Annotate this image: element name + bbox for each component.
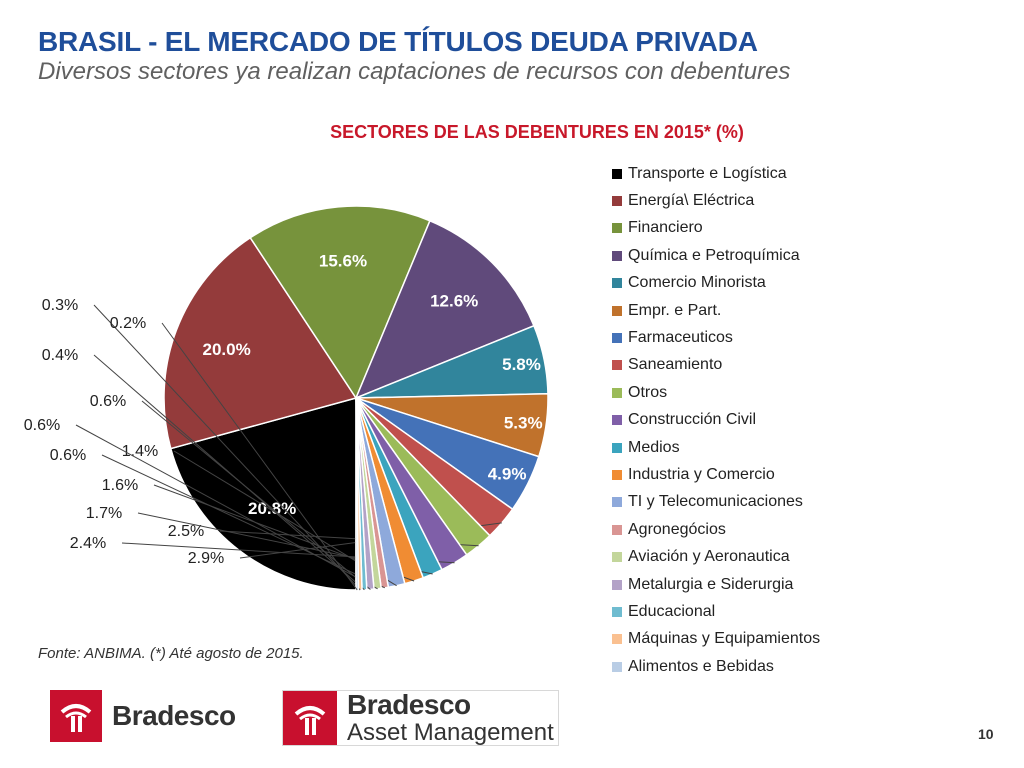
legend-label: Máquinas y Equipamientos [628,630,821,648]
legend-item: Energía\ Eléctrica [612,187,820,214]
legend-swatch [612,196,622,207]
pie-slice [163,236,358,450]
slice-data-label: 0.4% [42,347,78,364]
legend-item: Construcción Civil [612,407,820,434]
legend-item: Comercio Minorista [612,270,820,297]
slice-data-label: 1.6% [102,477,138,494]
legend-swatch [612,305,622,316]
pie-slice [249,205,431,400]
legend-label: Construcción Civil [628,411,757,429]
source-note: Fonte: ANBIMA. (*) Até agosto de 2015. [38,645,304,662]
legend-label: Otros [628,383,668,401]
legend-item: Saneamiento [612,352,820,379]
legend-item: Química e Petroquímica [612,242,820,269]
legend-swatch [612,387,622,398]
legend-item: Transporte e Logística [612,160,820,187]
bradesco-logo-text: Bradesco [112,700,236,731]
page-title: BRASIL - EL MERCADO DE TÍTULOS DEUDA PRI… [38,26,758,57]
legend-label: Empr. e Part. [628,301,722,319]
chart-title: SECTORES DE LAS DEBENTURES EN 2015* (%) [330,122,744,142]
legend-item: Máquinas y Equipamientos [612,626,820,653]
legend-label: TI y Telecomunicaciones [628,493,803,511]
bradesco-asset-management-logo: Bradesco Asset Management [282,690,559,746]
legend-swatch [612,579,622,590]
pie-slice [354,219,535,400]
legend-label: Saneamiento [628,356,723,374]
legend-swatch [612,415,622,426]
legend-item: Otros [612,379,820,406]
slice-leader-line [75,424,378,590]
slice-data-label: 0.6% [90,393,126,410]
legend-label: Educacional [628,602,716,620]
legend-swatch [612,278,622,289]
slice-leader-line [93,304,361,591]
page-number: 10 [978,726,994,742]
slice-data-label: 0.6% [50,447,86,464]
legend-swatch [612,360,622,371]
legend-swatch [612,168,622,179]
legend-swatch [612,661,622,672]
legend-swatch [612,250,622,261]
legend-swatch [612,634,622,645]
slice-leader-line [161,322,358,591]
legend-label: Energía\ Eléctrica [628,192,755,210]
legend-item: Metalurgia e Siderurgia [612,571,820,598]
legend-label: Farmaceuticos [628,329,733,347]
legend-label: Financiero [628,219,703,237]
legend-item: Farmaceuticos [612,324,820,351]
slice-data-label: 20.0% [202,340,250,359]
slice-data-label: 2.9% [188,550,224,567]
legend-item: TI y Telecomunicaciones [612,489,820,516]
legend-swatch [612,606,622,617]
slice-data-label: 15.6% [319,251,367,270]
legend-item: Educacional [612,598,820,625]
legend-swatch [612,469,622,480]
legend-label: Industria y Comercio [628,465,775,483]
slice-data-label: 2.5% [168,523,204,540]
slice-data-label: 0.3% [42,297,78,314]
legend-swatch [612,552,622,563]
slice-data-label: 0.2% [110,315,146,332]
legend-item: Aviación y Aeronautica [612,543,820,570]
slice-data-label: 1.7% [86,505,122,522]
chart-legend: Transporte e Logística Energía\ Eléctrica… [612,160,820,680]
legend-label: Aviación y Aeronautica [628,548,790,566]
legend-item: Empr. e Part. [612,297,820,324]
asset-logo-line2: Asset Management [347,719,554,746]
slice-data-label: 0.6% [24,417,60,434]
legend-swatch [612,223,622,234]
legend-label: Alimentos e Bebidas [628,657,774,675]
slice-data-label: 2.4% [70,535,106,552]
legend-swatch [612,524,622,535]
slice-leader-line [93,354,365,591]
legend-item: Alimentos e Bebidas [612,653,820,680]
slice-data-label: 12.6% [430,292,478,311]
legend-label: Transporte e Logística [628,164,787,182]
asset-logo-line1: Bradesco [347,689,471,720]
legend-item: Financiero [612,215,820,242]
slice-data-label: 1.4% [122,443,158,460]
legend-item: Industria y Comercio [612,461,820,488]
slice-data-label: 4.9% [488,465,527,484]
legend-label: Comercio Minorista [628,274,766,292]
bradesco-logo: Bradesco [50,690,236,742]
legend-item: Medios [612,434,820,461]
bradesco-tree-icon [283,691,337,745]
page-subtitle: Diversos sectores ya realizan captacione… [38,58,791,85]
legend-swatch [612,497,622,508]
legend-label: Metalurgia e Siderurgia [628,575,794,593]
legend-swatch [612,333,622,344]
slice-data-label: 5.8% [502,355,541,374]
legend-label: Química e Petroquímica [628,246,800,264]
legend-swatch [612,442,622,453]
legend-label: Medios [628,438,680,456]
legend-item: Agronegócios [612,516,820,543]
legend-label: Agronegócios [628,520,726,538]
slice-data-label: 5.3% [504,413,543,432]
bradesco-tree-icon [50,690,102,742]
